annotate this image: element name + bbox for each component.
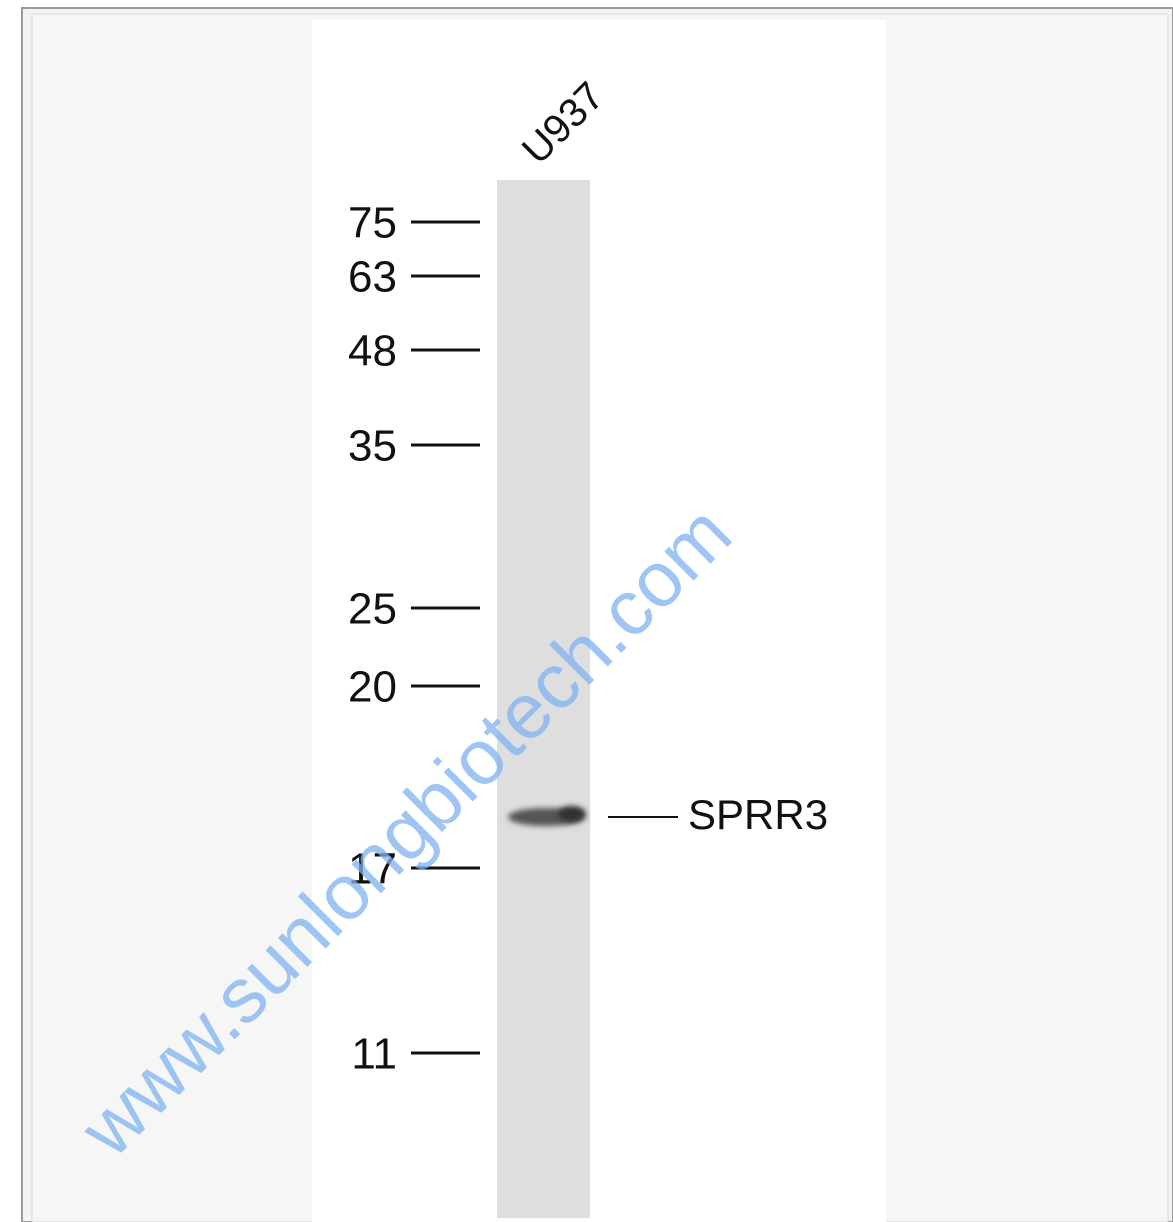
marker-label: 75 (348, 199, 397, 248)
marker-label: 35 (348, 422, 397, 471)
marker-label: 25 (348, 585, 397, 634)
screenshot: U937 SPRR3 7563483525201711 www.sunlongb… (0, 0, 1173, 1222)
band-label: SPRR3 (688, 791, 828, 838)
marker-label: 63 (348, 253, 397, 302)
band-blot (558, 806, 586, 822)
page: U937 SPRR3 7563483525201711 www.sunlongb… (0, 0, 1173, 1222)
marker-label: 11 (351, 1030, 397, 1079)
marker-label: 48 (348, 327, 397, 376)
marker-label: 20 (348, 663, 397, 712)
